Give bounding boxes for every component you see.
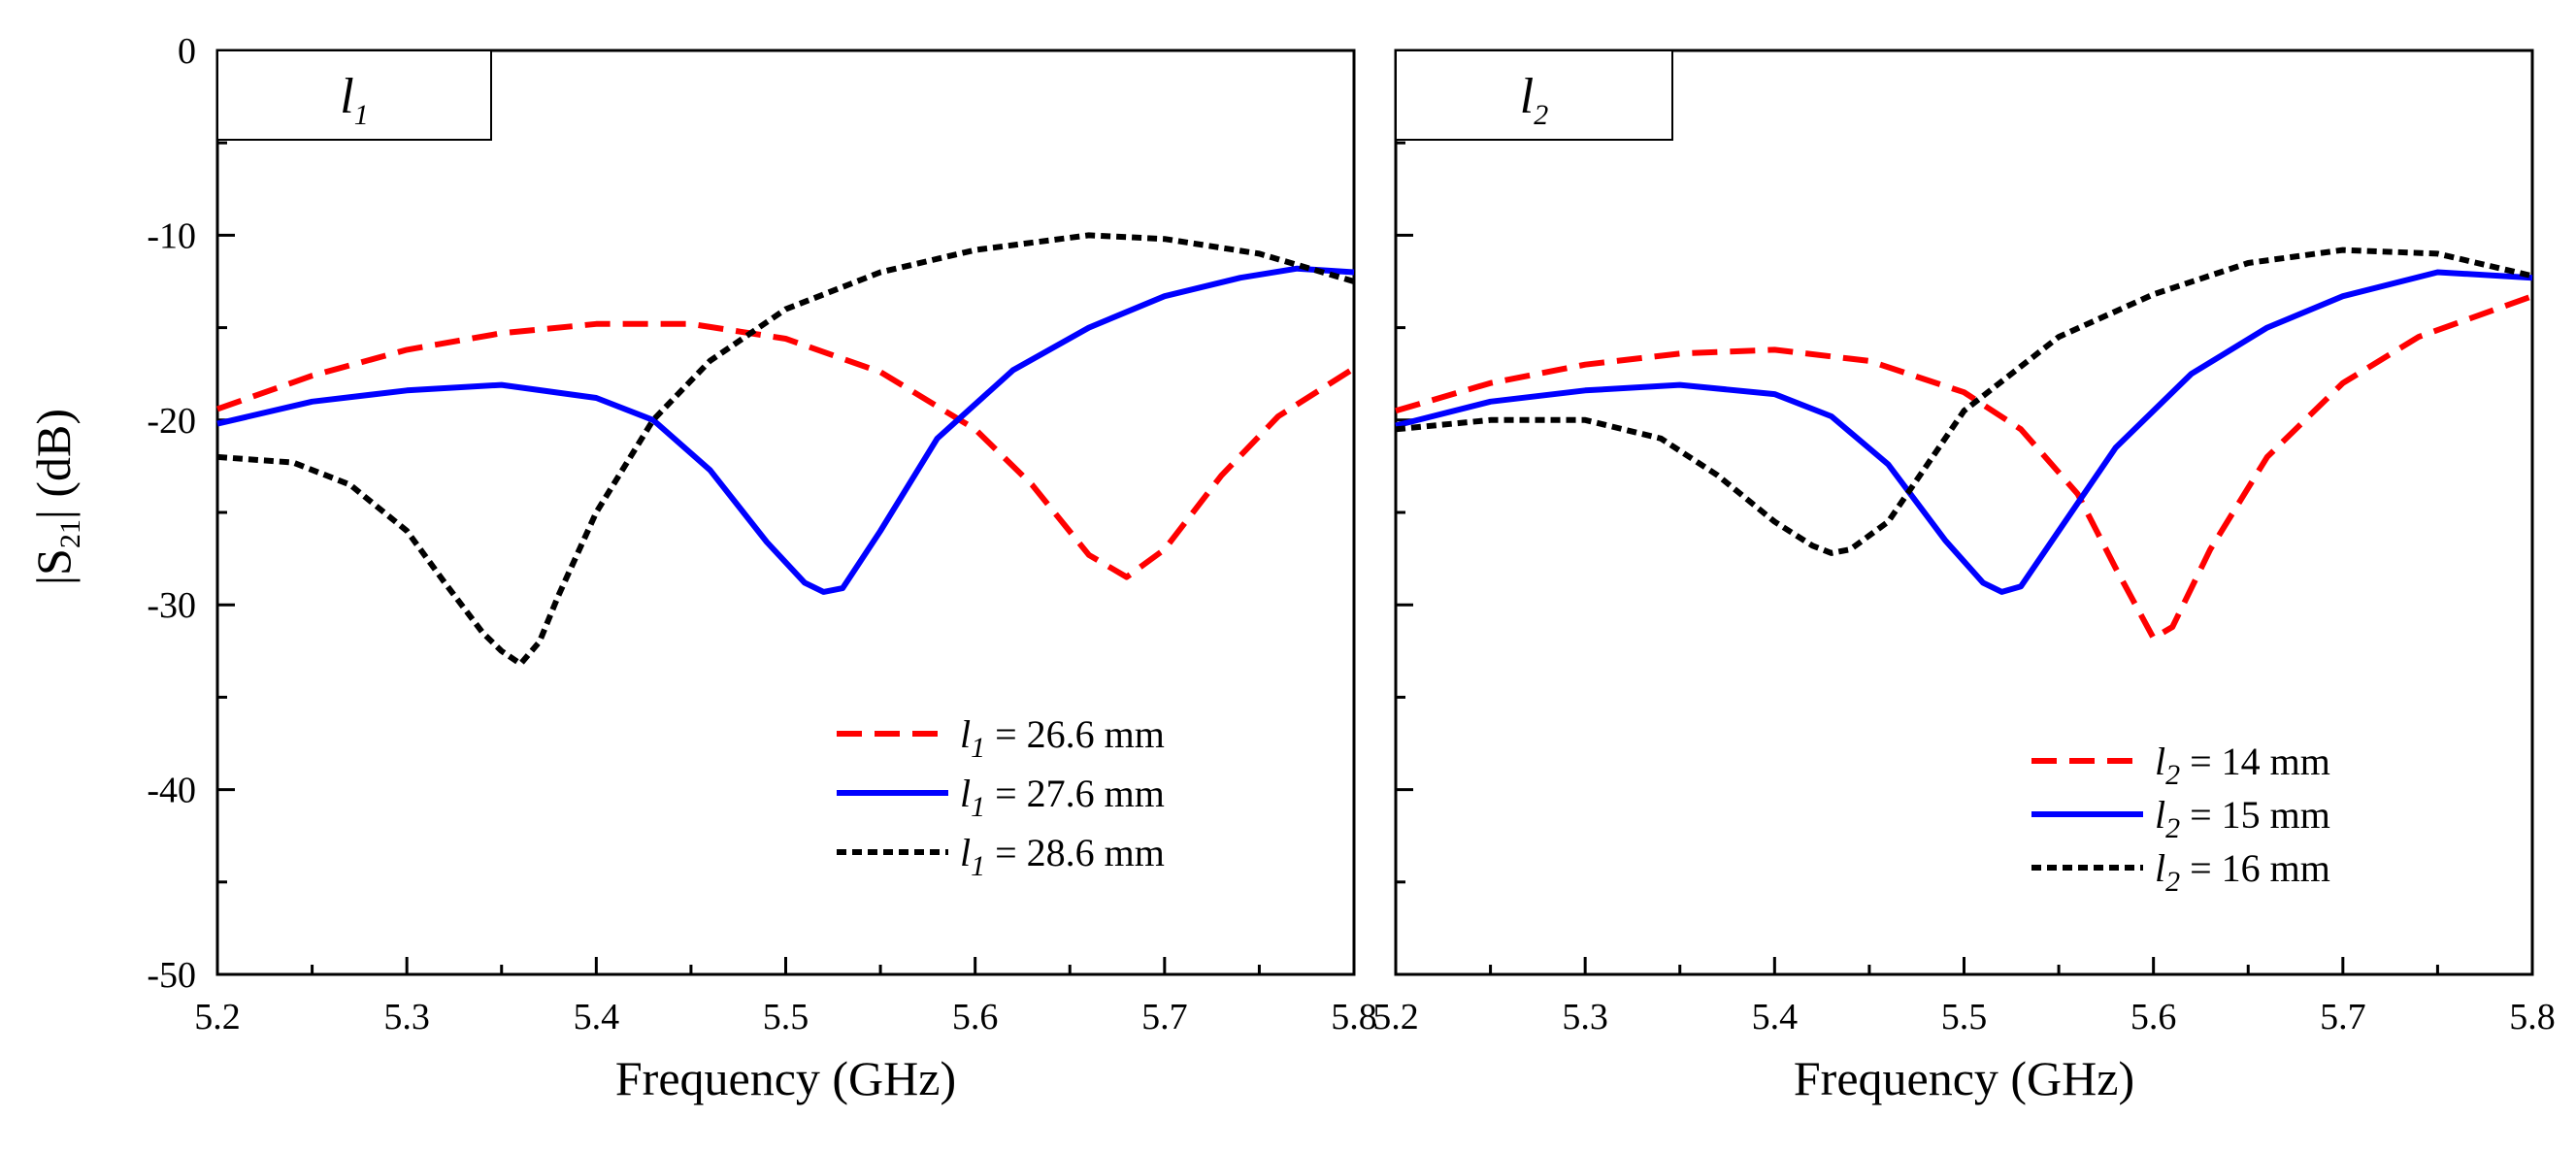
x-axis-label: Frequency (GHz): [1794, 1051, 2134, 1105]
x-tick-label: 5.4: [1752, 997, 1799, 1037]
series-line-dashed: [216, 320, 1356, 580]
legend-entry: l2 = 16 mm: [2155, 846, 2330, 898]
plot-frame: [1394, 49, 2534, 976]
x-tick-label: 5.3: [383, 997, 430, 1037]
y-axis-label: |S21| (dB): [26, 409, 86, 585]
series-line-dotted: [1395, 247, 2533, 556]
panel-tag-box: [216, 49, 492, 141]
series-line-dotted: [216, 232, 1355, 668]
legend-entry: l1 = 28.6 mm: [960, 831, 1165, 882]
legend-entry: l1 = 26.6 mm: [960, 712, 1165, 764]
y-tick-label: -10: [147, 215, 196, 256]
x-tick-label: 5.2: [194, 997, 241, 1037]
series-line-solid: [1395, 269, 2533, 595]
panel-tag-label: l1: [340, 69, 368, 131]
series-line-dashed: [1395, 293, 2534, 642]
x-tick-label: 5.6: [952, 997, 999, 1037]
plot-frame: [215, 49, 1356, 976]
y-tick-label: -50: [147, 955, 196, 996]
x-tick-label: 5.7: [2320, 997, 2366, 1037]
x-tick-label: 5.5: [763, 997, 809, 1037]
x-tick-label: 5.8: [2509, 997, 2556, 1037]
y-tick-label: -30: [147, 585, 196, 626]
y-tick-label: 0: [178, 31, 196, 72]
x-tick-label: 5.5: [1941, 997, 1988, 1037]
legend-entry: l2 = 15 mm: [2155, 793, 2330, 844]
x-tick-label: 5.4: [574, 997, 620, 1037]
y-tick-label: -40: [147, 771, 196, 811]
x-tick-label: 5.3: [1562, 997, 1608, 1037]
x-tick-label: 5.2: [1372, 997, 1419, 1037]
legend-entry: l2 = 14 mm: [2155, 740, 2330, 791]
legend-entry: l1 = 27.6 mm: [960, 772, 1165, 823]
x-tick-label: 5.6: [2130, 997, 2177, 1037]
panel-tag-box: [1395, 49, 1673, 141]
series-line-solid: [216, 265, 1355, 595]
x-tick-label: 5.8: [1331, 997, 1377, 1037]
x-tick-label: 5.7: [1141, 997, 1188, 1037]
y-tick-label: -20: [147, 401, 196, 442]
panel-l1: 5.2 5.3 5.4 5.5 5.6 5.7 5.8 0 -10 -20 -30 -40 -50 l1 l…: [147, 31, 1376, 1105]
x-axis-label: Frequency (GHz): [615, 1051, 956, 1105]
panel-tag-label: l2: [1520, 69, 1548, 131]
